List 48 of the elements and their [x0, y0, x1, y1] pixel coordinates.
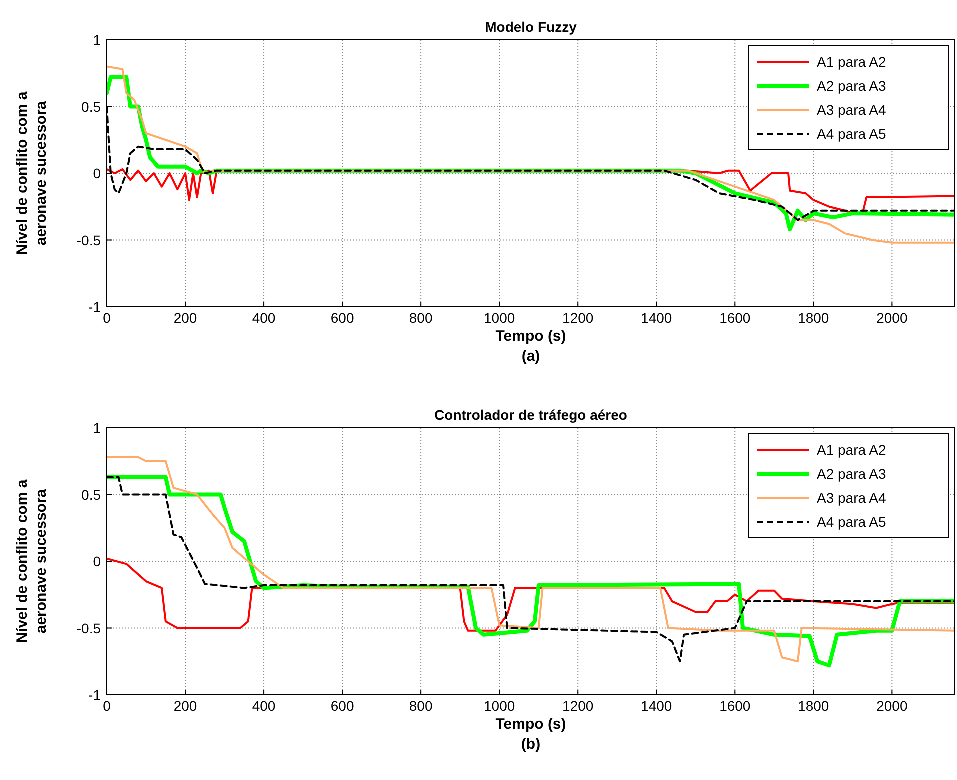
legend-label: A3 para A4	[817, 102, 886, 118]
y-tick-label: -1	[88, 687, 102, 703]
x-tick-label: 200	[174, 698, 198, 714]
y-tick-label: 1	[93, 32, 102, 48]
legend-label: A4 para A5	[817, 514, 886, 530]
x-tick-label: 0	[103, 698, 112, 714]
y-tick-label: -0.5	[76, 232, 102, 248]
x-tick-label: 1800	[798, 310, 830, 326]
text: (a)	[522, 348, 540, 365]
x-tick-label: 0	[103, 310, 112, 326]
y-tick-label: 1	[93, 420, 102, 436]
x-tick-label: 2000	[876, 310, 908, 326]
x-tick-label: 600	[330, 310, 354, 326]
x-tick-label: 1000	[484, 310, 516, 326]
x-tick-label: 800	[409, 698, 433, 714]
legend-label: A4 para A5	[817, 126, 886, 142]
y-tick-label: 0.5	[82, 98, 102, 115]
y-axis-title: Nível de conflito com a aeronave sucessora	[14, 479, 50, 644]
x-tick-label: 400	[252, 698, 276, 714]
text: (b)	[521, 736, 541, 753]
legend-label: A3 para A4	[817, 490, 886, 506]
y-tick-label: 0	[93, 554, 102, 570]
x-tick-label: 1600	[720, 698, 751, 714]
x-tick-label: 1000	[484, 698, 516, 714]
x-tick-label: 1400	[641, 310, 672, 326]
chart-title: Controlador de tráfego aéreo	[434, 407, 628, 423]
x-axis-title: Tempo (s)	[496, 328, 566, 345]
y-axis-title: Nível de conflito com a aeronave sucessora	[14, 91, 50, 256]
x-tick-label: 1200	[562, 310, 594, 326]
x-axis-title: Tempo (s)	[496, 716, 566, 733]
x-tick-label: 1800	[798, 698, 830, 714]
chart-title: Modelo Fuzzy	[485, 19, 578, 35]
legend-label: A1 para A2	[817, 54, 886, 70]
x-tick-label: 1200	[562, 698, 594, 714]
y-tick-label: 0	[93, 166, 102, 182]
x-tick-label: 600	[330, 698, 354, 714]
y-tick-label: 0.5	[82, 486, 102, 503]
x-tick-label: 2000	[876, 698, 908, 714]
x-tick-label: 1400	[641, 698, 672, 714]
legend-label: A1 para A2	[817, 442, 886, 458]
x-tick-label: 1600	[720, 310, 751, 326]
y-tick-label: -1	[88, 299, 102, 315]
x-tick-label: 200	[174, 310, 198, 326]
x-tick-label: 400	[252, 310, 276, 326]
legend-label: A2 para A3	[817, 78, 886, 94]
legend-label: A2 para A3	[817, 466, 886, 482]
y-tick-label: -0.5	[76, 620, 102, 636]
x-tick-label: 800	[409, 310, 433, 326]
